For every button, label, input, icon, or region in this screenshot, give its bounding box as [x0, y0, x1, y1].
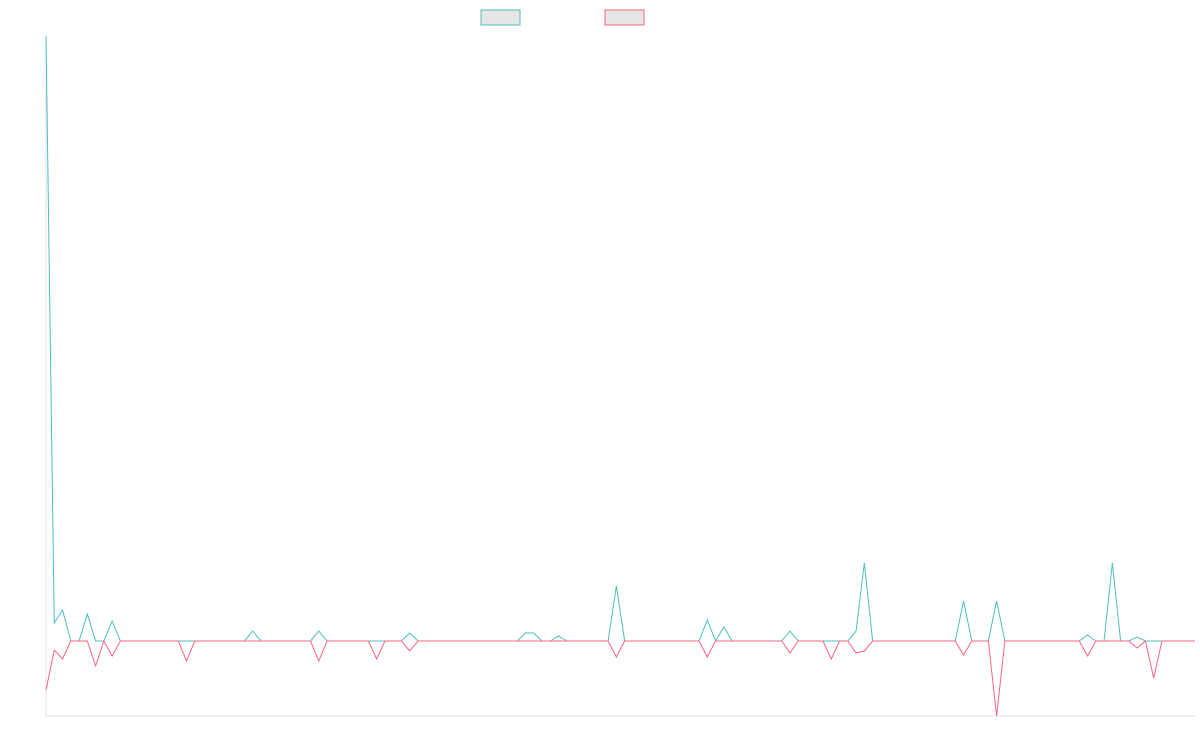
legend-swatch — [480, 9, 521, 26]
legend-swatch — [604, 9, 645, 26]
line-series — [45, 35, 1195, 643]
line-series — [45, 639, 1195, 717]
